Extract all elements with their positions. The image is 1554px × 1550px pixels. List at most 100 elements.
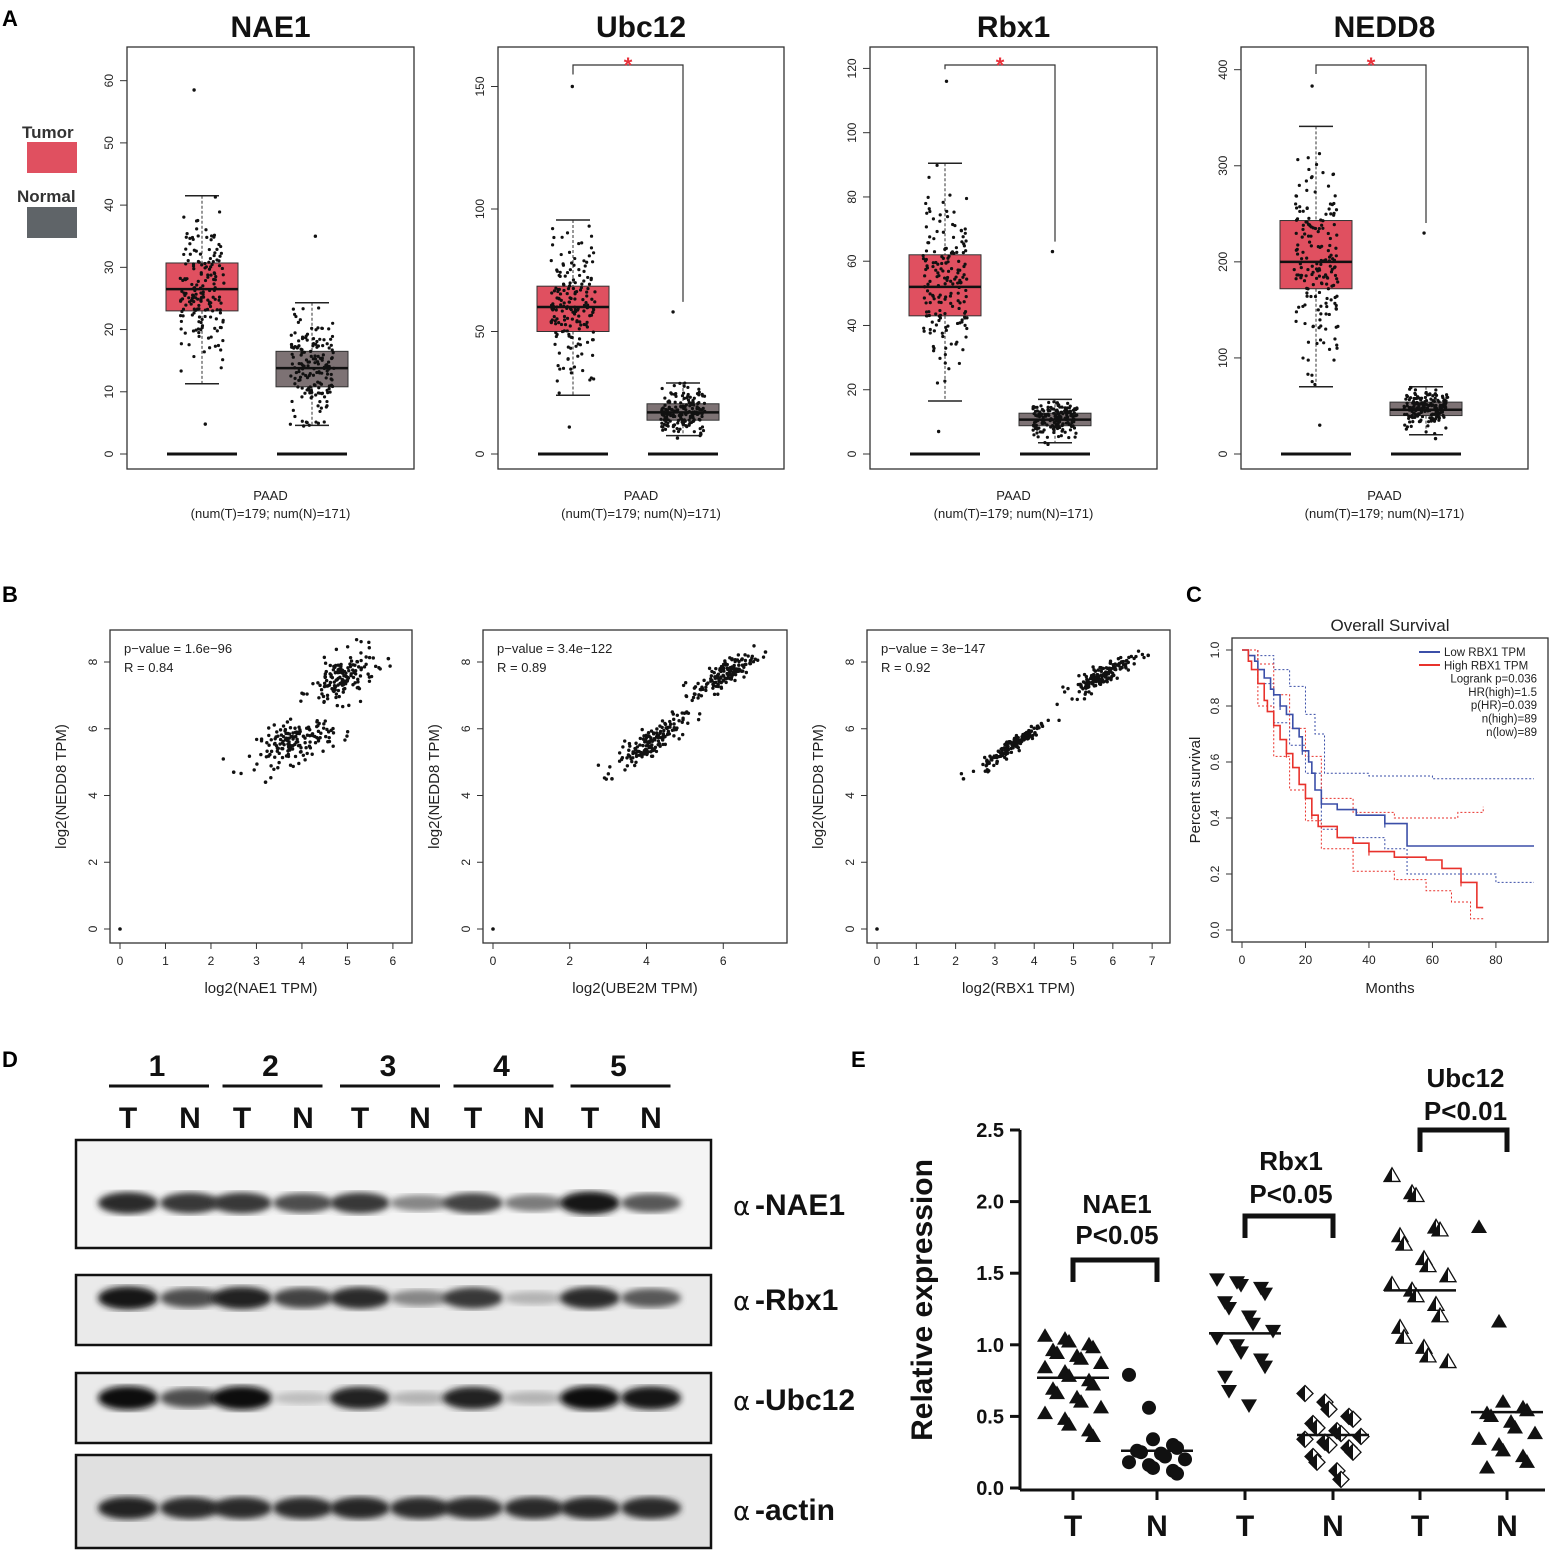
tumor-point xyxy=(961,348,965,352)
normal-point xyxy=(300,351,304,355)
normal-point xyxy=(1403,423,1407,427)
normal-point xyxy=(1032,405,1036,409)
blot-frame xyxy=(74,1273,713,1347)
data-point xyxy=(344,674,349,679)
normal-point xyxy=(1052,411,1056,415)
data-point xyxy=(351,675,356,680)
marker-fill xyxy=(1317,1394,1325,1411)
tumor-point xyxy=(591,251,596,255)
data-point xyxy=(316,729,321,734)
data-point xyxy=(637,753,642,757)
tumor-point xyxy=(561,366,566,370)
tumor-point xyxy=(1322,341,1326,345)
data-point xyxy=(1092,668,1096,672)
tumor-point xyxy=(565,329,569,333)
y-tick-label: 0.0 xyxy=(1208,921,1222,938)
data-point xyxy=(714,666,718,671)
data-point xyxy=(1471,1431,1487,1445)
data-point xyxy=(628,744,632,748)
data-point xyxy=(297,731,302,736)
legend-normal-label: Normal xyxy=(17,187,76,206)
lane-label: T xyxy=(351,1102,369,1135)
data-point xyxy=(299,750,303,754)
tumor-point xyxy=(964,239,968,243)
tumor-point xyxy=(571,278,576,282)
tumor-point xyxy=(187,300,192,304)
normal-point xyxy=(678,427,682,431)
tumor-point xyxy=(550,227,555,231)
blot-band xyxy=(560,1386,620,1410)
plot-frame xyxy=(869,46,1158,470)
tumor-point xyxy=(1310,373,1314,377)
group-5 xyxy=(1382,1166,1458,1369)
data-point xyxy=(1132,662,1136,666)
data-point xyxy=(297,761,301,766)
tumor-point xyxy=(928,331,932,335)
y-tick-label: 50 xyxy=(102,136,116,150)
normal-point xyxy=(672,429,676,433)
data-point xyxy=(346,666,350,670)
data-point xyxy=(672,717,676,722)
y-tick-label: 0.4 xyxy=(1208,809,1222,826)
data-point xyxy=(358,699,363,704)
tumor-point xyxy=(930,320,934,324)
tumor-point xyxy=(1298,262,1302,266)
normal-point xyxy=(685,411,690,415)
tumor-point xyxy=(573,305,577,309)
data-point xyxy=(993,754,997,759)
tumor-point xyxy=(934,260,938,265)
tumor-point xyxy=(1320,223,1324,227)
normal-point xyxy=(313,234,318,238)
tumor-point xyxy=(947,367,951,371)
y-tick-label: 80 xyxy=(845,190,859,204)
data-point xyxy=(1107,666,1112,670)
tumor-point xyxy=(936,271,940,275)
tumor-point xyxy=(187,296,191,300)
tumor-point xyxy=(1306,372,1310,376)
data-point xyxy=(719,686,724,690)
normal-point xyxy=(1409,385,1413,390)
annotation-p-value: p−value = 1.6e−96 xyxy=(124,641,232,656)
tumor-point xyxy=(931,344,935,349)
tumor-point xyxy=(567,300,571,304)
data-point xyxy=(1394,1328,1414,1344)
normal-point xyxy=(665,423,669,427)
normal-point xyxy=(329,337,333,341)
tumor-point xyxy=(550,243,555,247)
normal-point xyxy=(1046,405,1050,409)
group-3 xyxy=(1209,1273,1281,1413)
data-point xyxy=(311,681,315,686)
normal-point xyxy=(1050,249,1055,254)
tumor-point xyxy=(207,267,212,271)
tumor-point xyxy=(222,281,226,285)
data-point xyxy=(627,741,632,746)
tumor-point xyxy=(951,235,956,240)
tumor-point xyxy=(1317,227,1321,231)
data-point xyxy=(657,741,662,746)
normal-point xyxy=(663,427,668,431)
normal-point xyxy=(687,423,691,427)
marker-fill xyxy=(1345,1411,1353,1428)
blot-band xyxy=(621,1386,681,1410)
blot-label: -NAE1 xyxy=(755,1189,845,1222)
tumor-point xyxy=(182,252,186,257)
data-point xyxy=(1073,1394,1089,1408)
data-point xyxy=(1105,680,1109,684)
tumor-point xyxy=(559,303,563,307)
tumor-point xyxy=(1326,276,1330,280)
data-point xyxy=(359,658,363,663)
blot-band xyxy=(443,1287,503,1309)
tumor-point xyxy=(948,294,953,298)
tumor-point xyxy=(1314,162,1319,167)
tumor-point xyxy=(943,297,947,301)
blot-band xyxy=(330,1192,390,1214)
tumor-point xyxy=(963,323,967,327)
data-point xyxy=(274,735,278,739)
data-point xyxy=(1382,1166,1402,1183)
blot-band xyxy=(160,1497,220,1519)
marker-fill xyxy=(1345,1444,1353,1461)
tumor-point xyxy=(554,334,558,339)
normal-point xyxy=(1403,412,1407,417)
blot-strip: α -Ubc12 xyxy=(74,1371,855,1445)
tumor-point xyxy=(192,307,196,311)
